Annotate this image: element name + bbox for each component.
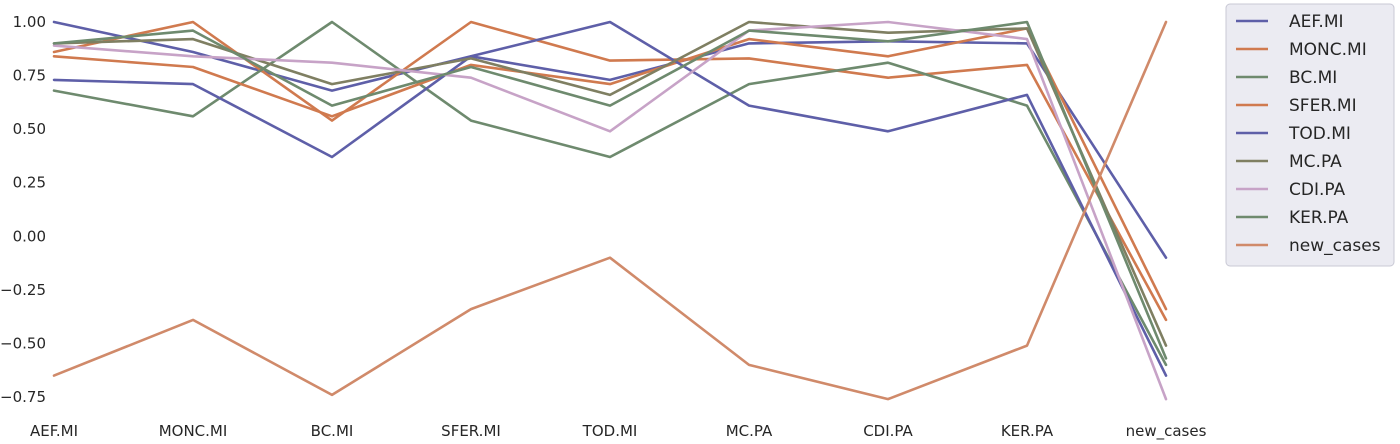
y-tick-label: 0.00 bbox=[13, 227, 46, 245]
legend-label: SFER.MI bbox=[1289, 96, 1357, 116]
y-tick-label: 0.25 bbox=[13, 174, 46, 192]
series-line-monc-mi bbox=[52, 20, 1168, 322]
y-tick-label: −0.25 bbox=[0, 281, 46, 299]
series-line-aef-mi bbox=[52, 20, 1168, 260]
x-tick-label: MC.PA bbox=[726, 422, 773, 440]
series-lines bbox=[52, 20, 1168, 401]
series-line-sfer-mi bbox=[52, 27, 1168, 311]
x-axis: AEF.MI MONC.MI BC.MI SFER.MI TOD.MI MC.PA CDI.… bbox=[30, 422, 1207, 441]
x-tick-label: BC.MI bbox=[311, 422, 354, 440]
series-line-ker-pa bbox=[52, 20, 1168, 360]
x-tick-label: KER.PA bbox=[1001, 422, 1054, 440]
legend-label: MONC.MI bbox=[1289, 40, 1367, 60]
legend-label: KER.PA bbox=[1289, 208, 1349, 228]
series-line-cdi-pa bbox=[52, 20, 1168, 401]
y-tick-label: −0.75 bbox=[0, 388, 46, 406]
legend-label: CDI.PA bbox=[1289, 180, 1346, 200]
legend: AEF.MI MONC.MI BC.MI SFER.MI TOD.MI MC.PA CDI.… bbox=[1225, 3, 1395, 267]
legend-label: TOD.MI bbox=[1288, 124, 1351, 144]
legend-label: BC.MI bbox=[1289, 68, 1337, 88]
x-tick-label: AEF.MI bbox=[30, 422, 78, 440]
legend-box bbox=[1225, 3, 1395, 267]
legend-label: MC.PA bbox=[1289, 152, 1342, 172]
legend-label: AEF.MI bbox=[1289, 12, 1344, 32]
y-tick-label: 0.75 bbox=[13, 67, 46, 85]
series-line-new-cases bbox=[52, 20, 1168, 401]
y-axis: 1.00 0.75 0.50 0.25 0.00 −0.25 −0.50 −0.75 bbox=[0, 13, 46, 406]
x-tick-label: new_cases bbox=[1126, 422, 1207, 441]
series-line-mc-pa bbox=[52, 20, 1168, 347]
legend-label: new_cases bbox=[1289, 236, 1381, 256]
series-line-tod-mi bbox=[52, 20, 1168, 377]
x-tick-label: CDI.PA bbox=[863, 422, 913, 440]
series-line-bc-mi bbox=[52, 20, 1168, 367]
y-tick-label: −0.50 bbox=[0, 334, 46, 352]
x-tick-label: MONC.MI bbox=[159, 422, 228, 440]
x-tick-label: SFER.MI bbox=[441, 422, 501, 440]
x-tick-label: TOD.MI bbox=[582, 422, 638, 440]
y-tick-label: 0.50 bbox=[13, 120, 46, 138]
y-tick-label: 1.00 bbox=[13, 13, 46, 31]
